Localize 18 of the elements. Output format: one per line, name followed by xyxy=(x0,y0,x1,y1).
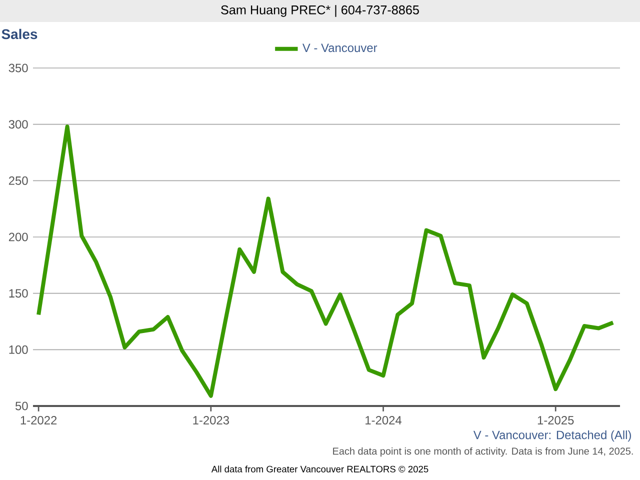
text: Each data point is one month of activity. Data is from June 14, 2025. xyxy=(333,447,633,457)
y-tick-label: 150 xyxy=(9,289,28,298)
x-tick-label: 1-2022 xyxy=(20,416,57,424)
x-tick-label: 1-2023 xyxy=(193,416,229,424)
text: All data from Greater Vancouver REALTORS © 2025 xyxy=(211,466,428,472)
chart-subtitle: Sam Huang PREC* | 604-737-8865 xyxy=(221,5,419,17)
text: V - Vancouver: Detached (All) xyxy=(473,430,631,442)
y-tick-label: 200 xyxy=(8,232,28,242)
y-tick-label: 350 xyxy=(8,64,28,72)
legend-label: V - Vancouver xyxy=(302,44,378,52)
y-tick-label: 300 xyxy=(8,120,28,129)
y-tick-label: 250 xyxy=(8,176,28,185)
y-tick-label: 100 xyxy=(9,345,28,354)
chart-title: Sales xyxy=(2,28,38,40)
x-tick-label: 1-2025 xyxy=(538,416,574,424)
y-tick-label: 50 xyxy=(15,402,28,410)
line-series xyxy=(36,124,616,398)
x-tick-label: 1-2024 xyxy=(366,416,402,424)
